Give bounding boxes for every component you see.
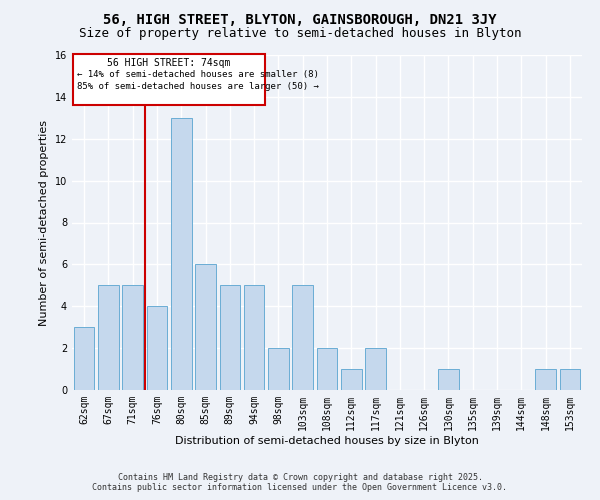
FancyBboxPatch shape xyxy=(73,54,265,106)
Bar xyxy=(317,348,337,390)
Bar xyxy=(220,286,240,390)
Bar xyxy=(146,306,167,390)
Bar xyxy=(268,348,289,390)
Bar xyxy=(292,286,313,390)
Text: Size of property relative to semi-detached houses in Blyton: Size of property relative to semi-detach… xyxy=(79,28,521,40)
Bar xyxy=(535,369,556,390)
Bar xyxy=(171,118,191,390)
X-axis label: Distribution of semi-detached houses by size in Blyton: Distribution of semi-detached houses by … xyxy=(175,436,479,446)
Text: Contains HM Land Registry data © Crown copyright and database right 2025.
Contai: Contains HM Land Registry data © Crown c… xyxy=(92,473,508,492)
Bar xyxy=(365,348,386,390)
Bar xyxy=(341,369,362,390)
Bar xyxy=(438,369,459,390)
Bar xyxy=(244,286,265,390)
Bar xyxy=(98,286,119,390)
Bar xyxy=(74,327,94,390)
Bar xyxy=(560,369,580,390)
Text: 56, HIGH STREET, BLYTON, GAINSBOROUGH, DN21 3JY: 56, HIGH STREET, BLYTON, GAINSBOROUGH, D… xyxy=(103,12,497,26)
Text: 85% of semi-detached houses are larger (50) →: 85% of semi-detached houses are larger (… xyxy=(77,82,319,91)
Text: 56 HIGH STREET: 74sqm: 56 HIGH STREET: 74sqm xyxy=(107,58,231,68)
Bar xyxy=(122,286,143,390)
Y-axis label: Number of semi-detached properties: Number of semi-detached properties xyxy=(39,120,49,326)
Text: ← 14% of semi-detached houses are smaller (8): ← 14% of semi-detached houses are smalle… xyxy=(77,70,319,80)
Bar xyxy=(195,264,216,390)
